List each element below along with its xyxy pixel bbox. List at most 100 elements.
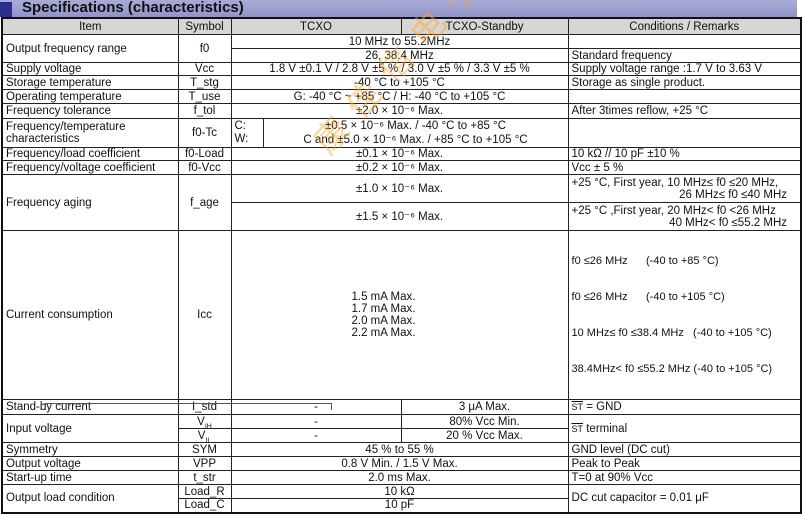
grade-w-label: W: bbox=[234, 133, 249, 145]
tcxo-value-cell: - bbox=[230, 428, 402, 443]
symbol-cell: Vcc bbox=[177, 62, 232, 76]
symbol-cell: f0 bbox=[177, 34, 232, 63]
table-row: Start-up time t_str 2.0 ms Max. T=0 at 9… bbox=[1, 470, 802, 485]
standby-value-cell: 80% Vcc Min. bbox=[400, 414, 569, 429]
value-cell: 1.8 V ±0.1 V / 2.8 V ±5 % / 3.0 V ±5 % /… bbox=[230, 62, 569, 76]
remark-text: = GND bbox=[586, 401, 622, 413]
symbol-cell: f_tol bbox=[177, 103, 232, 119]
item-cell: Operating temperature bbox=[1, 89, 179, 104]
remark-cell: Standard frequency bbox=[567, 48, 802, 63]
remark-cell: ST terminal bbox=[567, 414, 802, 443]
item-cell: Output load condition bbox=[1, 484, 179, 513]
remark-cell: GND level (DC cut) bbox=[567, 442, 802, 457]
table-row: Symmetry SYM 45 % to 55 % GND level (DC … bbox=[1, 442, 802, 457]
current-value: 1.5 mA Max. bbox=[351, 291, 416, 303]
symbol-cell: SYM bbox=[177, 442, 232, 457]
current-remark: 10 MHz≤ f0 ≤38.4 MHz (-40 to +105 °C) bbox=[571, 327, 772, 339]
value-cell: G: -40 °C ~ +85 °C / H: -40 °C to +105 °… bbox=[230, 89, 569, 104]
remark-cell: DC cut capacitor = 0.01 μF bbox=[567, 484, 802, 513]
current-value: 2.0 mA Max. bbox=[351, 315, 416, 327]
table-row: Frequency/voltage coefficient f0-Vcc ±0.… bbox=[1, 160, 802, 175]
table-row: Input voltage VIH - 80% Vcc Min. ST term… bbox=[1, 414, 802, 443]
value-cell: -40 °C to +105 °C bbox=[230, 75, 569, 90]
remark-cell: T=0 at 90% Vcc bbox=[567, 470, 802, 485]
symbol-cell: T_stg bbox=[177, 75, 232, 90]
current-remark: f0 ≤26 MHz (-40 to +105 °C) bbox=[571, 291, 725, 303]
symbol-cell: f0-Tc bbox=[177, 118, 232, 148]
remark-cell bbox=[567, 118, 802, 148]
value-cell: ±1.0 × 10⁻⁶ Max. bbox=[230, 174, 569, 203]
header-tcxo: TCXO bbox=[230, 17, 402, 35]
remark-text: terminal bbox=[586, 422, 628, 435]
symbol-cell: Load_C bbox=[177, 498, 232, 513]
symbol-text: V bbox=[197, 429, 206, 442]
item-cell: Start-up time bbox=[1, 470, 179, 485]
st-pin-label: ST bbox=[571, 423, 584, 434]
current-value: 1.7 mA Max. bbox=[351, 303, 416, 315]
table-row: Frequency/load coefficient f0-Load ±0.1 … bbox=[1, 147, 802, 161]
symbol-cell: VPP bbox=[177, 456, 232, 471]
header-remarks: Conditions / Remarks bbox=[567, 17, 802, 35]
symbol-subscript: IL bbox=[205, 436, 212, 443]
item-cell: Frequency/voltage coefficient bbox=[1, 160, 179, 175]
value-cell: C and ±5.0 × 10⁻⁶ Max. / +85 °C to +105 … bbox=[262, 132, 569, 148]
table-row: Output load condition Load_R 10 kΩ DC cu… bbox=[1, 484, 802, 513]
symbol-cell: t_str bbox=[177, 470, 232, 485]
item-cell: Symmetry bbox=[1, 442, 179, 457]
remark-line: +25 °C ,First year, 20 MHz< f0 <26 MHz bbox=[571, 204, 776, 217]
banner-square bbox=[0, 2, 12, 17]
remark-cell: Vcc ± 5 % bbox=[567, 160, 802, 175]
symbol-cell: Icc bbox=[177, 230, 232, 400]
remark-line: +25 °C, First year, 10 MHz≤ f0 ≤20 MHz, bbox=[571, 176, 779, 189]
table-row: Output frequency range f0 10 MHz to 55.2… bbox=[1, 34, 802, 63]
remark-cell: Supply voltage range :1.7 V to 3.63 V bbox=[567, 62, 802, 76]
item-cell: Input voltage bbox=[1, 414, 179, 443]
value-cell: ±0.2 × 10⁻⁶ Max. bbox=[230, 160, 569, 175]
item-cell: Current consumption bbox=[1, 230, 179, 400]
symbol-cell: f0-Load bbox=[177, 147, 232, 161]
remark-line: 40 MHz< f0 ≤55.2 MHz bbox=[669, 216, 788, 229]
item-cell: Frequency aging bbox=[1, 174, 179, 231]
remark-cell: 10 kΩ // 10 pF ±10 % bbox=[567, 147, 802, 161]
note-box bbox=[45, 403, 332, 410]
remark-cell: +25 °C, First year, 10 MHz≤ f0 ≤20 MHz, 2… bbox=[567, 174, 802, 203]
table-row: Supply voltage Vcc 1.8 V ±0.1 V / 2.8 V … bbox=[1, 62, 802, 76]
item-cell: Frequency/load coefficient bbox=[1, 147, 179, 161]
symbol-cell: Load_R bbox=[177, 484, 232, 499]
standby-value-cell: 3 μA Max. bbox=[400, 399, 569, 415]
table-row: Frequency aging f_age ±1.0 × 10⁻⁶ Max. +… bbox=[1, 174, 802, 231]
table-row: Frequency tolerance f_tol ±2.0 × 10⁻⁶ Ma… bbox=[1, 103, 802, 119]
item-cell: Frequency/temperature characteristics bbox=[1, 118, 179, 148]
table-row: Operating temperature T_use G: -40 °C ~ … bbox=[1, 89, 802, 104]
remark-cell: After 3times reflow, +25 °C bbox=[567, 103, 802, 119]
section-banner: Specifications (characteristics) bbox=[0, 0, 797, 17]
table-row: Current consumption Icc 1.5 mA Max. 1.7 … bbox=[1, 230, 802, 400]
value-cell: ±2.0 × 10⁻⁶ Max. bbox=[230, 103, 569, 119]
value-cell: 2.0 ms Max. bbox=[230, 470, 569, 485]
remark-line: 26 MHz≤ f0 ≤40 MHz bbox=[679, 188, 788, 201]
item-cell: Storage temperature bbox=[1, 75, 179, 90]
symbol-subscript: IH bbox=[204, 422, 212, 429]
symbol-cell: f0-Vcc bbox=[177, 160, 232, 175]
st-pin-label: ST bbox=[571, 402, 584, 412]
remark-cell: Peak to Peak bbox=[567, 456, 802, 471]
grade-labels: C: W: bbox=[230, 118, 264, 148]
symbol-cell: VIL bbox=[177, 428, 232, 443]
header-standby: TCXO-Standby bbox=[400, 17, 569, 35]
header-row: Item Symbol TCXO TCXO-Standby Conditions… bbox=[1, 17, 802, 35]
value-cell: ±1.5 × 10⁻⁶ Max. bbox=[230, 202, 569, 231]
value-cell: ±0.1 × 10⁻⁶ Max. bbox=[230, 147, 569, 161]
standby-value-cell: 20 % Vcc Max. bbox=[400, 428, 569, 443]
value-cell: 1.5 mA Max. 1.7 mA Max. 2.0 mA Max. 2.2 … bbox=[230, 230, 569, 400]
tcxo-value-cell: - bbox=[230, 414, 402, 429]
value-cell: ±0.5 × 10⁻⁶ Max. / -40 °C to +85 °C bbox=[262, 118, 569, 133]
value-cell: 26, 38.4 MHz bbox=[230, 48, 569, 63]
symbol-cell: VIH bbox=[177, 414, 232, 429]
value-cell: 45 % to 55 % bbox=[230, 442, 569, 457]
header-symbol: Symbol bbox=[177, 17, 232, 35]
specifications-table: Item Symbol TCXO TCXO-Standby Conditions… bbox=[1, 17, 803, 514]
remark-cell: +25 °C ,First year, 20 MHz< f0 <26 MHz 40… bbox=[567, 202, 802, 231]
symbol-cell: f_age bbox=[177, 174, 232, 231]
item-cell: Supply voltage bbox=[1, 62, 179, 76]
header-item: Item bbox=[1, 17, 179, 35]
